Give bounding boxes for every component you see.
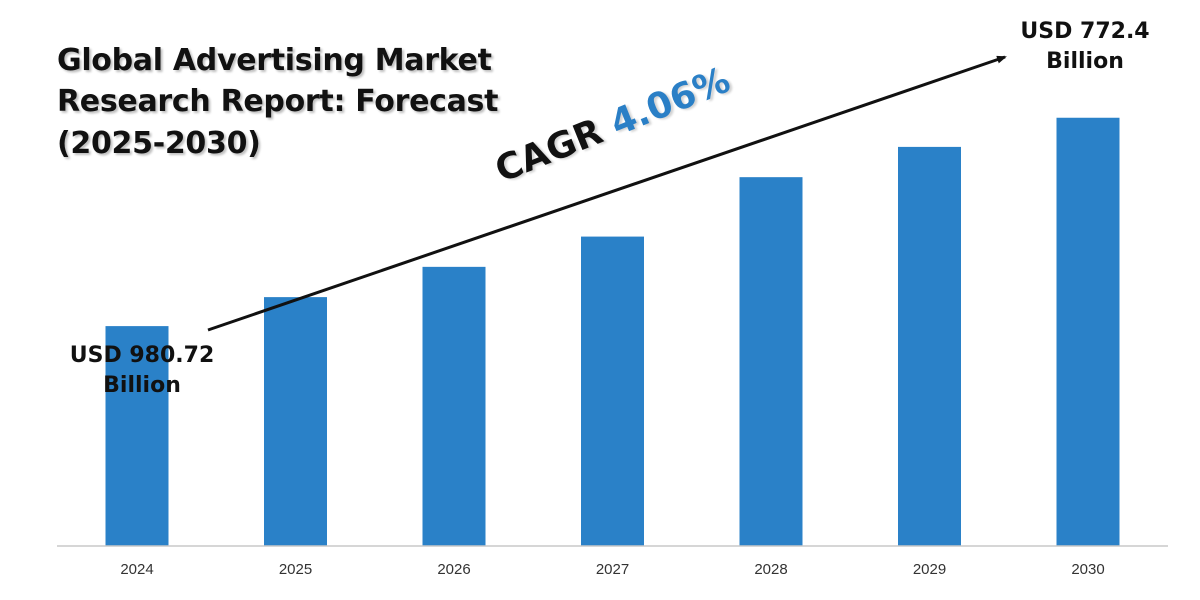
chart-title-line-2: Research Report: Forecast (57, 84, 499, 120)
x-tick-label-2030: 2030 (1071, 561, 1104, 578)
end-value-amount: USD 772.4 (1020, 19, 1150, 44)
start-value-unit: Billion (103, 372, 181, 398)
bar-2024 (105, 326, 169, 546)
growth-arrow (207, 55, 1007, 332)
x-tick-label-2028: 2028 (754, 561, 787, 578)
bar-2030 (1056, 117, 1120, 547)
x-tick-label-2029: 2029 (913, 561, 946, 578)
chart-title: Global Advertising Market Research Repor… (57, 40, 527, 164)
bar-2026 (422, 266, 486, 546)
chart-title-line-1: Global Advertising Market (57, 43, 492, 78)
bar-series (105, 117, 1120, 547)
start-value-callout: USD 980.72 Billion (62, 341, 222, 400)
bar-2029 (898, 146, 961, 547)
bar-2027 (581, 236, 644, 547)
start-value-amount: USD 980.72 (69, 343, 215, 368)
end-value-unit: Billion (1046, 48, 1124, 74)
x-tick-label-2027: 2027 (596, 561, 629, 578)
x-tick-label-2024: 2024 (120, 561, 153, 578)
bar-2028 (739, 177, 803, 546)
x-axis-tick-labels: 2024 2025 2026 2027 2028 2029 2030 (120, 561, 1104, 578)
x-tick-label-2026: 2026 (437, 561, 470, 578)
bar-2025 (264, 297, 327, 546)
end-value-callout: USD 772.4 Billion (1010, 17, 1160, 76)
x-tick-label-2025: 2025 (279, 561, 312, 578)
chart-title-line-3: (2025-2030) (57, 125, 261, 161)
